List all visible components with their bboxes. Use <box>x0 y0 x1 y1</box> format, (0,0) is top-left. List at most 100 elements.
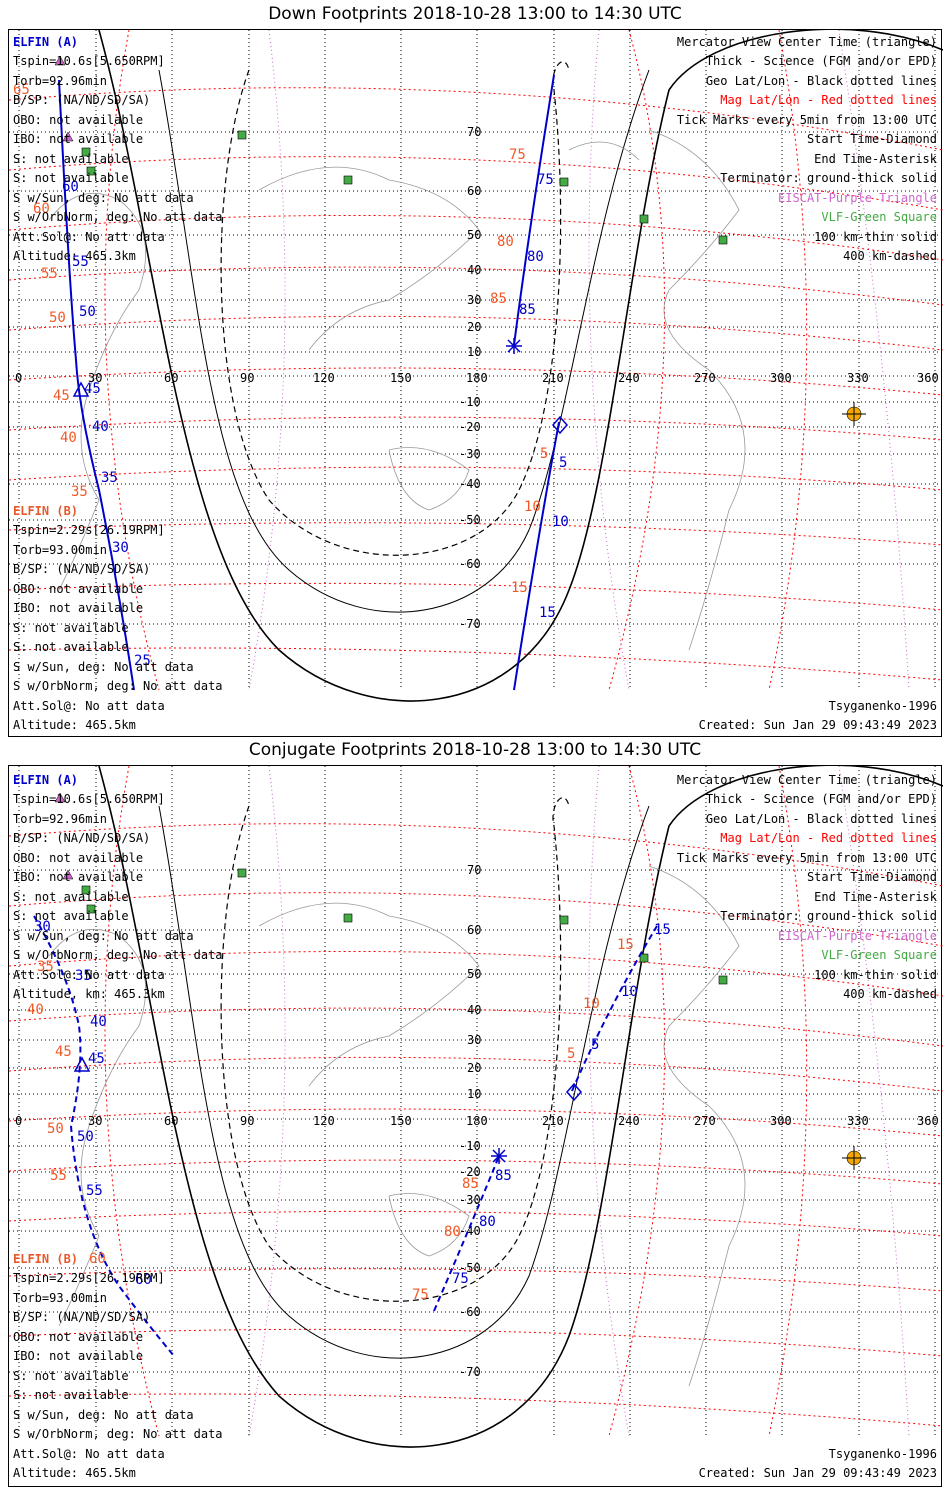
info-line: Altitude: 465.5km <box>13 718 136 732</box>
tick-label: 15 <box>654 922 671 938</box>
legend-line: EISCAT-Purple Triangle <box>778 929 937 943</box>
info-line: Torb=93.00min <box>13 1291 107 1305</box>
info-line: S w/OrbNorm, deg: No att data <box>13 948 223 962</box>
info-line: S: not available <box>13 152 129 166</box>
sun-icon <box>842 402 866 426</box>
info-line: B/SP: (NA/ND/SD/SA) <box>13 831 150 845</box>
lat-label: 50 <box>467 228 481 242</box>
lon-label: 210 <box>542 1114 564 1128</box>
tick-label: 35 <box>37 959 54 975</box>
tick-label: 5 <box>567 1046 575 1062</box>
lon-label: 210 <box>542 371 564 385</box>
info-line: S w/Sun, deg: No att data <box>13 929 194 943</box>
vlf-stations <box>81 130 728 245</box>
tick-label: 5 <box>591 1037 599 1053</box>
lat-label: -10 <box>459 1139 481 1153</box>
legend-line: Start Time-Diamond <box>807 870 937 884</box>
legend-line: VLF-Green Square <box>821 948 937 962</box>
info-line: S: not available <box>13 1388 129 1402</box>
info-line: S: not available <box>13 640 129 654</box>
eiscat-triangle <box>62 869 74 880</box>
mag-grid <box>9 766 943 1437</box>
lon-label: 180 <box>466 1114 488 1128</box>
legend-line: Mag Lat/Lon - Red dotted lines <box>720 93 937 107</box>
lon-label: 150 <box>390 371 412 385</box>
tick-label: 80 <box>479 1214 496 1230</box>
mag-meridians-purple <box>248 766 910 1437</box>
legend-line: Mercator View Center Time (triangle) <box>677 773 937 787</box>
lat-label: 20 <box>467 320 481 334</box>
info-line: S w/OrbNorm, deg: No att data <box>13 1427 223 1441</box>
lon-label: 360 <box>917 371 939 385</box>
legend-line: 400 km-dashed <box>843 987 937 1001</box>
lat-label: -70 <box>459 1365 481 1379</box>
vlf-square <box>559 915 569 925</box>
center-time-triangle <box>72 381 90 397</box>
legend-line: 400 km-dashed <box>843 249 937 263</box>
lat-label: 30 <box>467 1033 481 1047</box>
elfin-a-ticks-blue: 30 35 40 45 50 55 60 <box>34 919 152 1288</box>
info-line: Tspin=2.29s[26.19RPM] <box>13 523 165 537</box>
elfin-a-info: ELFIN (A) Tspin=10.6s[5.650RPM] Torb=92.… <box>13 35 223 263</box>
lat-label: 30 <box>467 293 481 307</box>
map-panel-conjugate: 0 30 60 90 120 150 180 210 240 270 300 3… <box>8 765 943 1487</box>
info-line: Tspin=2.29s[26.19RPM] <box>13 1271 165 1285</box>
lon-label: 240 <box>618 1114 640 1128</box>
info-line: IBO: not available <box>13 870 143 884</box>
elfin-b-ticks-red: 75 80 85 5 10 15 <box>490 147 548 596</box>
tick-label: 45 <box>53 388 70 404</box>
legend-line: EISCAT-Purple Triangle <box>778 191 937 205</box>
lon-label: 90 <box>240 371 254 385</box>
info-line: Att.Sol@: No att data <box>13 230 165 244</box>
vlf-stations <box>81 868 728 985</box>
tick-label: 40 <box>27 1002 44 1018</box>
lat-label: 10 <box>467 1087 481 1101</box>
tick-label: 15 <box>511 580 528 596</box>
tick-label: 60 <box>62 179 79 195</box>
info-line: OBO: not available <box>13 582 143 596</box>
elfin-b-track-north <box>571 925 658 1092</box>
vlf-square <box>343 175 353 185</box>
eiscat-triangle <box>54 55 66 66</box>
start-time-diamond <box>552 415 568 435</box>
mag-grid <box>9 30 943 691</box>
tick-label: 55 <box>50 1168 67 1184</box>
tick-label: 5 <box>540 446 548 462</box>
info-line: IBO: not available <box>13 1349 143 1363</box>
tick-label: 75 <box>537 172 554 188</box>
tick-label: 55 <box>86 1183 103 1199</box>
lon-label: 330 <box>847 1114 869 1128</box>
tick-label: 60 <box>135 1272 152 1288</box>
info-line: Torb=92.96min <box>13 74 107 88</box>
elfin-a-info: ELFIN (A) Tspin=10.6s[5.650RPM] Torb=92.… <box>13 773 223 1001</box>
lon-label: 360 <box>917 1114 939 1128</box>
elfin-a-header: ELFIN (A) <box>13 35 78 49</box>
info-line: B/SP: (NA/ND/SD/SA) <box>13 93 150 107</box>
legend-line: Start Time-Diamond <box>807 132 937 146</box>
info-line: OBO: not available <box>13 1330 143 1344</box>
info-line: Altitude, km: 465.3km <box>13 987 165 1001</box>
eiscat-triangle <box>62 131 74 142</box>
info-line: S: not available <box>13 171 129 185</box>
created-label: Created: Sun Jan 29 09:43:49 2023 <box>699 1466 937 1480</box>
vlf-square <box>639 214 649 224</box>
vlf-square <box>237 130 247 140</box>
lat-label: -20 <box>459 420 481 434</box>
lat-label: 40 <box>467 263 481 277</box>
elfin-b-ticks-red: 5 10 15 75 80 85 <box>412 937 634 1303</box>
sun-icon <box>842 1146 866 1170</box>
tick-label: 75 <box>509 147 526 163</box>
tick-label: 50 <box>49 310 66 326</box>
vlf-square <box>718 235 728 245</box>
legend-line: Thick - Science (FGM and/or EPD) <box>706 792 937 806</box>
lat-label: 10 <box>467 345 481 359</box>
tick-label: 5 <box>559 455 567 471</box>
lon-label: 60 <box>164 1114 178 1128</box>
tick-label: 85 <box>495 1168 512 1184</box>
tick-label: 85 <box>462 1176 479 1192</box>
elfin-b-track-south <box>513 421 560 691</box>
tick-label: 30 <box>112 540 129 556</box>
legend-line: Mercator View Center Time (triangle) <box>677 35 937 49</box>
tick-label: 80 <box>527 249 544 265</box>
created-label: Created: Sun Jan 29 09:43:49 2023 <box>699 718 937 732</box>
